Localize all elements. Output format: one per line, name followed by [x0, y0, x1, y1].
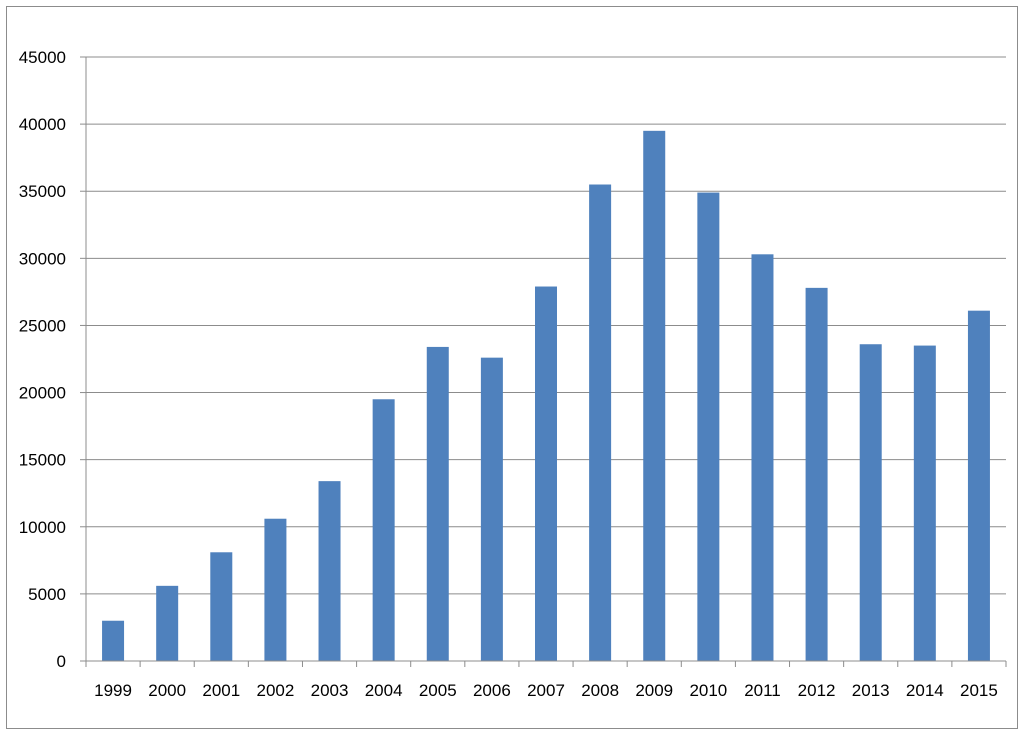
y-tick-label: 30000	[19, 249, 66, 268]
bar-2010	[697, 192, 720, 661]
bar-2012	[805, 287, 828, 661]
y-tick-label: 15000	[19, 451, 66, 470]
y-tick-label: 25000	[19, 316, 66, 335]
x-tick-label: 2011	[744, 681, 781, 700]
bars	[102, 130, 990, 662]
x-tick-label: 2015	[960, 681, 998, 700]
bar-1999	[102, 620, 125, 661]
bar-2003	[318, 481, 341, 661]
bar-2008	[589, 184, 612, 661]
bar-2009	[643, 130, 666, 662]
bar-2005	[426, 346, 449, 661]
x-tick-label: 2014	[906, 681, 944, 700]
bar-2000	[156, 585, 179, 661]
bar-2007	[535, 286, 557, 661]
y-tick-label: 35000	[19, 182, 66, 201]
x-tick-label: 2004	[365, 681, 403, 700]
x-tick-label: 2002	[256, 681, 294, 700]
x-tick-label: 2000	[148, 681, 186, 700]
bar-2004	[372, 399, 395, 661]
y-tick-label: 40000	[19, 115, 66, 134]
bar-2014	[913, 345, 936, 661]
x-tick-label: 2009	[635, 681, 673, 700]
y-axis-tick-labels: 0 5000 10000 15000 20000 25000 30000 35000 40000…	[19, 48, 66, 671]
x-tick-label: 2008	[581, 681, 619, 700]
bar-2006	[480, 357, 503, 661]
bar-2002	[264, 518, 287, 661]
bar-2015	[967, 310, 990, 661]
bar-2013	[859, 344, 882, 661]
x-tick-label: 1999	[94, 681, 132, 700]
bar-2011	[751, 254, 774, 661]
y-tick-label: 20000	[19, 384, 66, 403]
gridlines	[86, 56, 1006, 595]
x-tick-label: 2003	[311, 681, 349, 700]
x-tick-label: 2007	[527, 681, 565, 700]
x-tick-label: 2013	[852, 681, 890, 700]
y-tick-label: 45000	[19, 48, 66, 67]
bar-2001	[210, 552, 233, 661]
axes	[80, 56, 1007, 667]
y-tick-label: 10000	[19, 518, 66, 537]
x-axis-tick-labels: 1999 2000 2001 2002 2003 2004 2005 2006 2007 2008…	[94, 681, 998, 700]
x-tick-label: 2006	[473, 681, 511, 700]
y-tick-label: 0	[57, 652, 66, 671]
y-tick-label: 5000	[28, 585, 66, 604]
x-tick-label: 2001	[202, 681, 240, 700]
x-tick-label: 2012	[798, 681, 836, 700]
x-tick-label: 2005	[419, 681, 457, 700]
x-tick-label: 2010	[689, 681, 727, 700]
